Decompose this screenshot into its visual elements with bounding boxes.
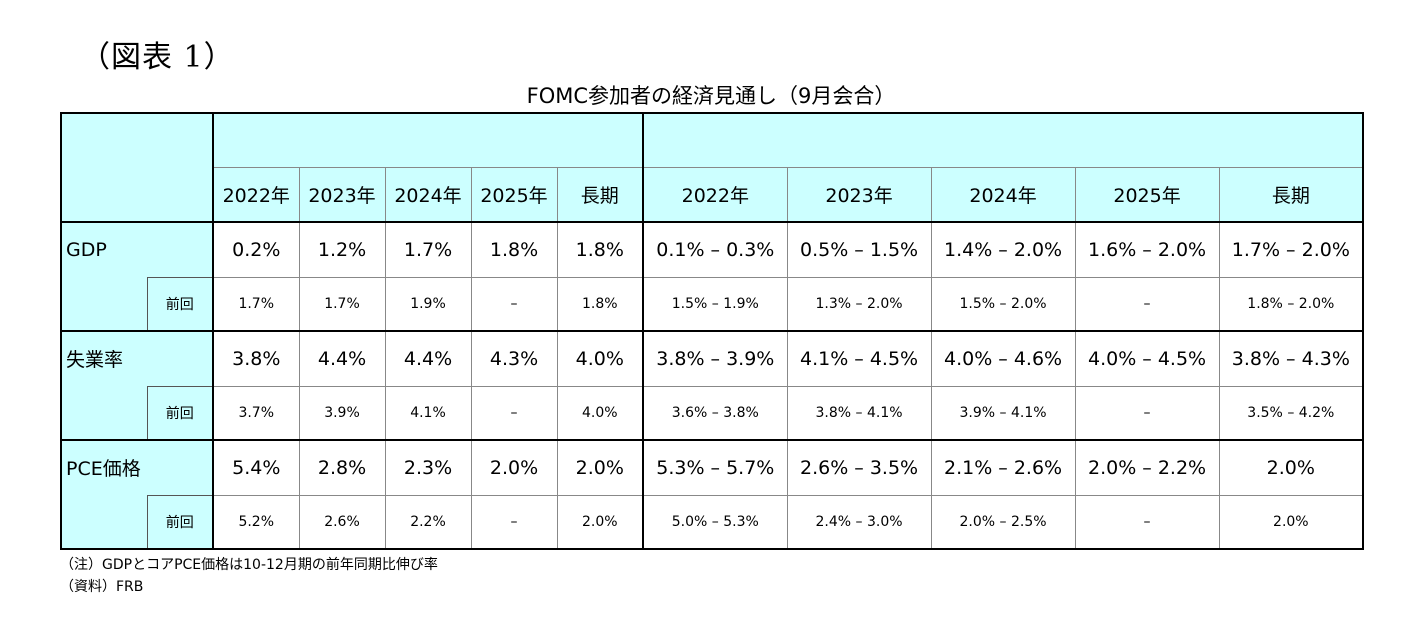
median-cell: 4.0%: [556, 330, 644, 386]
prev-median-cell: 4.1%: [384, 385, 471, 440]
range-cell: 1.4% – 2.0%: [930, 221, 1076, 277]
median-cell: 4.4%: [298, 330, 385, 386]
range-cell: 4.0% – 4.6%: [930, 330, 1076, 386]
prev-median-cell: –: [470, 494, 557, 550]
prev-range-cell: 3.6% – 3.8%: [642, 385, 788, 440]
range-cell: 3.8% – 3.9%: [642, 330, 788, 386]
footnote-source: （資料）FRB: [60, 579, 144, 595]
prev-median-cell: 4.0%: [556, 385, 644, 440]
range-cell: 2.0% – 2.2%: [1074, 439, 1220, 495]
row-label: 失業率: [60, 330, 213, 386]
year-header: 2022年: [212, 166, 299, 222]
year-header: 2023年: [298, 166, 385, 222]
header-row-top: [60, 112, 1365, 222]
prev-range-cell: –: [1074, 494, 1220, 550]
prev-median-cell: 3.9%: [298, 385, 385, 440]
table-row-previous: 前回 1.7% 1.7% 1.9% – 1.8% 1.5% – 1.9% 1.3…: [60, 276, 1365, 331]
median-cell: 2.0%: [556, 439, 644, 495]
prev-range-cell: 1.5% – 2.0%: [930, 276, 1076, 331]
prev-median-cell: 2.2%: [384, 494, 471, 550]
table-title: FOMC参加者の経済見通し（9月会合）: [526, 84, 896, 108]
header-row-years: 2022年 2023年 2024年 2025年 長期 2022年 2023年 2…: [61, 166, 1365, 222]
prev-range-cell: 5.0% – 5.3%: [642, 494, 788, 550]
prev-median-cell: 2.0%: [556, 494, 644, 550]
prev-range-cell: –: [1074, 385, 1220, 440]
median-group-header: [211, 112, 644, 167]
prev-median-cell: 5.2%: [212, 494, 299, 550]
prev-range-cell: 1.3% – 2.0%: [786, 276, 932, 331]
projections-table: 2022年 2023年 2024年 2025年 長期 2022年 2023年 2…: [60, 112, 1365, 550]
year-header: 2024年: [384, 166, 471, 222]
prev-median-cell: 2.6%: [298, 494, 385, 550]
previous-label: 前回: [146, 276, 213, 331]
median-cell: 2.8%: [298, 439, 385, 495]
prev-range-cell: 3.5% – 4.2%: [1218, 385, 1365, 440]
median-cell: 5.4%: [212, 439, 299, 495]
prev-median-cell: 1.7%: [212, 276, 299, 331]
range-cell: 0.5% – 1.5%: [786, 221, 932, 277]
prev-median-cell: 1.8%: [556, 276, 644, 331]
median-cell: 1.2%: [298, 221, 385, 277]
row-label-fill: [60, 495, 147, 550]
prev-range-cell: 2.0% – 2.5%: [930, 494, 1076, 550]
table-row: PCE価格 5.4% 2.8% 2.3% 2.0% 2.0% 5.3% – 5.…: [60, 439, 1365, 495]
range-year-header: 2022年: [642, 166, 788, 222]
prev-median-cell: –: [470, 276, 557, 331]
range-cell: 3.8% – 4.3%: [1218, 330, 1365, 386]
prev-range-cell: 2.0%: [1218, 494, 1365, 550]
prev-range-cell: 1.5% – 1.9%: [642, 276, 788, 331]
range-group-header: [642, 112, 1365, 167]
range-cell: 0.1% – 0.3%: [642, 221, 788, 277]
median-cell: 1.8%: [556, 221, 644, 277]
table-row-previous: 前回 5.2% 2.6% 2.2% – 2.0% 5.0% – 5.3% 2.4…: [60, 494, 1365, 550]
header-corner: [60, 112, 213, 222]
range-year-header: 2025年: [1074, 166, 1220, 222]
year-header: 2025年: [470, 166, 557, 222]
row-label-fill: [60, 386, 147, 440]
range-cell: 2.6% – 3.5%: [786, 439, 932, 495]
range-cell: 1.6% – 2.0%: [1074, 221, 1220, 277]
footnote-note: （注）GDPとコアPCE価格は10-12月期の前年同期比伸び率: [60, 557, 438, 573]
prev-range-cell: 3.8% – 4.1%: [786, 385, 932, 440]
prev-median-cell: 3.7%: [212, 385, 299, 440]
range-cell: 4.0% – 4.5%: [1074, 330, 1220, 386]
table-row: GDP 0.2% 1.2% 1.7% 1.8% 1.8% 0.1% – 0.3%…: [60, 221, 1365, 277]
median-cell: 2.3%: [384, 439, 471, 495]
median-cell: 0.2%: [212, 221, 299, 277]
prev-range-cell: 1.8% – 2.0%: [1218, 276, 1365, 331]
median-cell: 1.8%: [470, 221, 557, 277]
figure-label: （図表 1）: [80, 40, 235, 75]
median-cell: 2.0%: [470, 439, 557, 495]
median-cell: 4.3%: [470, 330, 557, 386]
previous-label: 前回: [146, 385, 213, 440]
median-cell: 3.8%: [212, 330, 299, 386]
previous-label: 前回: [146, 494, 213, 550]
prev-range-cell: 2.4% – 3.0%: [786, 494, 932, 550]
prev-range-cell: –: [1074, 276, 1220, 331]
prev-median-cell: 1.9%: [384, 276, 471, 331]
range-year-header: 長期: [1218, 166, 1365, 222]
row-label-fill: [60, 277, 147, 331]
range-cell: 2.1% – 2.6%: [930, 439, 1076, 495]
prev-median-cell: –: [470, 385, 557, 440]
range-year-header: 2024年: [930, 166, 1076, 222]
median-cell: 4.4%: [384, 330, 471, 386]
row-label: PCE価格: [60, 439, 213, 495]
prev-range-cell: 3.9% – 4.1%: [930, 385, 1076, 440]
range-cell: 5.3% – 5.7%: [642, 439, 788, 495]
range-year-header: 2023年: [786, 166, 932, 222]
table-row-previous: 前回 3.7% 3.9% 4.1% – 4.0% 3.6% – 3.8% 3.8…: [60, 385, 1365, 440]
year-header: 長期: [556, 166, 644, 222]
median-cell: 1.7%: [384, 221, 471, 277]
range-cell: 2.0%: [1218, 439, 1365, 495]
prev-median-cell: 1.7%: [298, 276, 385, 331]
table-row: 失業率 3.8% 4.4% 4.4% 4.3% 4.0% 3.8% – 3.9%…: [60, 330, 1365, 386]
row-label: GDP: [60, 221, 213, 277]
range-cell: 4.1% – 4.5%: [786, 330, 932, 386]
range-cell: 1.7% – 2.0%: [1218, 221, 1365, 277]
